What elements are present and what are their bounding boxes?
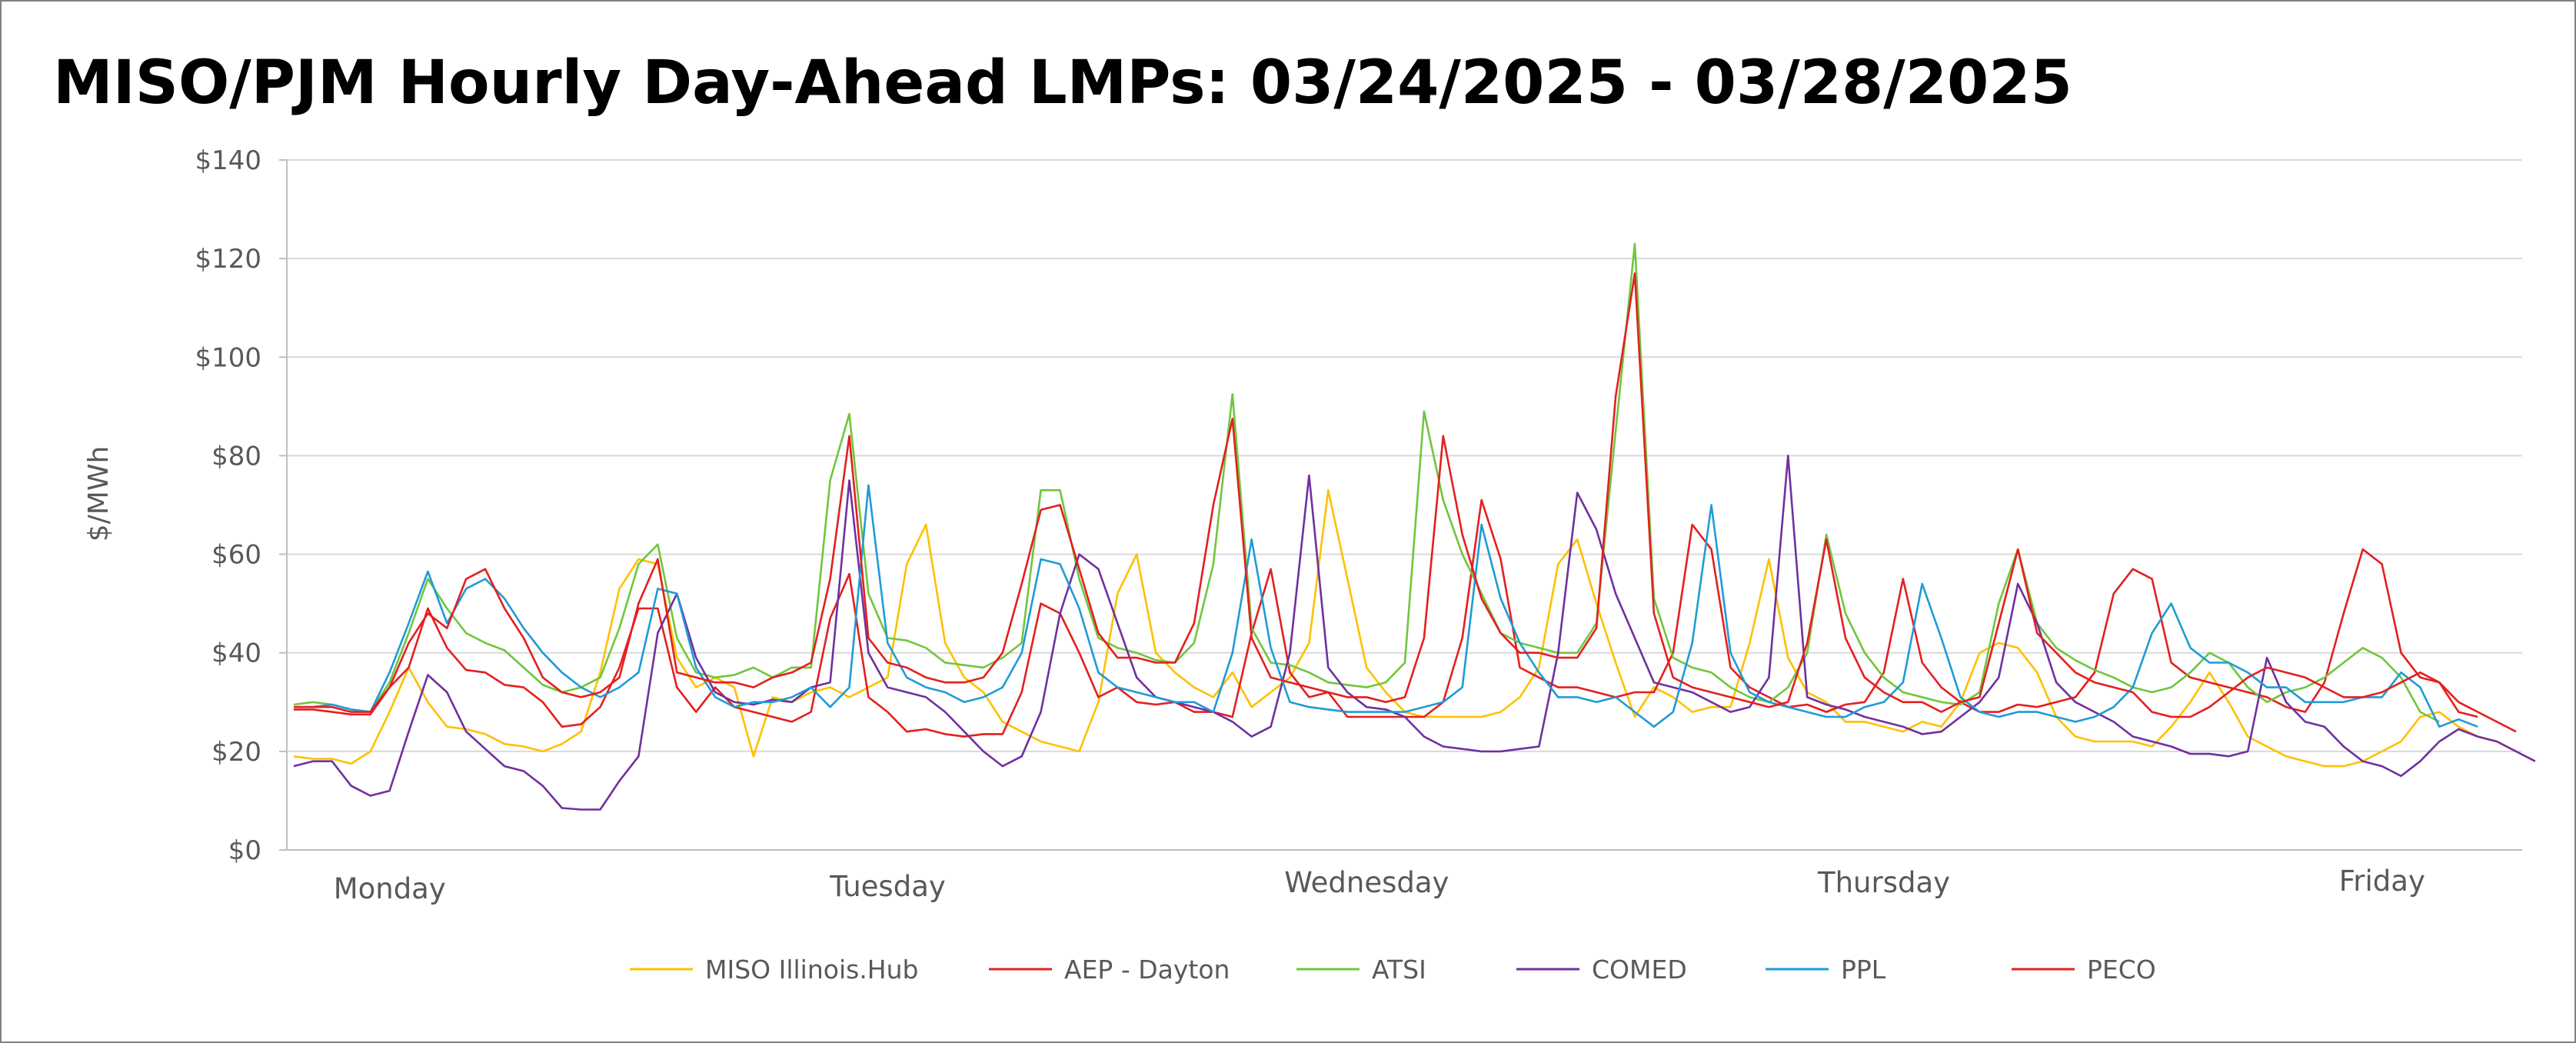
- legend-label: AEP - Dayton: [1064, 955, 1230, 985]
- y-tick-label: $120: [195, 244, 261, 275]
- y-tick-label: $140: [195, 145, 261, 176]
- series-line: [293, 242, 2440, 723]
- series-lines: [293, 242, 2536, 811]
- legend-label: PECO: [2087, 955, 2156, 985]
- legend: MISO Illinois.Hub AEP - Dayton ATSI COMED PP…: [630, 955, 2156, 985]
- y-tick-label: $20: [211, 737, 261, 768]
- legend-label: MISO Illinois.Hub: [705, 955, 919, 985]
- x-day-label: Monday: [334, 872, 446, 905]
- y-tick-label: $0: [228, 835, 261, 866]
- y-axis-ticks: $0 $20 $40 $60 $80 $100 $120 $140: [195, 145, 261, 866]
- y-tick-label: $100: [195, 342, 261, 373]
- legend-label: PPL: [1841, 955, 1886, 985]
- chart-title: MISO/PJM Hourly Day-Ahead LMPs: 03/24/20…: [53, 48, 2072, 118]
- series-line: [294, 484, 2478, 728]
- y-tick-label: $60: [211, 540, 261, 571]
- x-day-label: Friday: [2339, 865, 2425, 898]
- x-day-label: Tuesday: [829, 870, 946, 903]
- series-line: [294, 272, 2478, 718]
- y-tick-label: $80: [211, 441, 261, 472]
- legend-label: COMED: [1592, 955, 1687, 985]
- x-axis-day-labels: Monday Tuesday Wednesday Thursday Friday: [334, 865, 2425, 905]
- y-axis-label: $/MWh: [83, 446, 115, 542]
- x-day-label: Wednesday: [1284, 866, 1449, 899]
- gridlines: [279, 159, 2522, 851]
- series-line: [294, 498, 2517, 738]
- legend-label: ATSI: [1372, 955, 1426, 985]
- y-tick-label: $40: [211, 638, 261, 669]
- x-day-label: Thursday: [1817, 866, 1950, 899]
